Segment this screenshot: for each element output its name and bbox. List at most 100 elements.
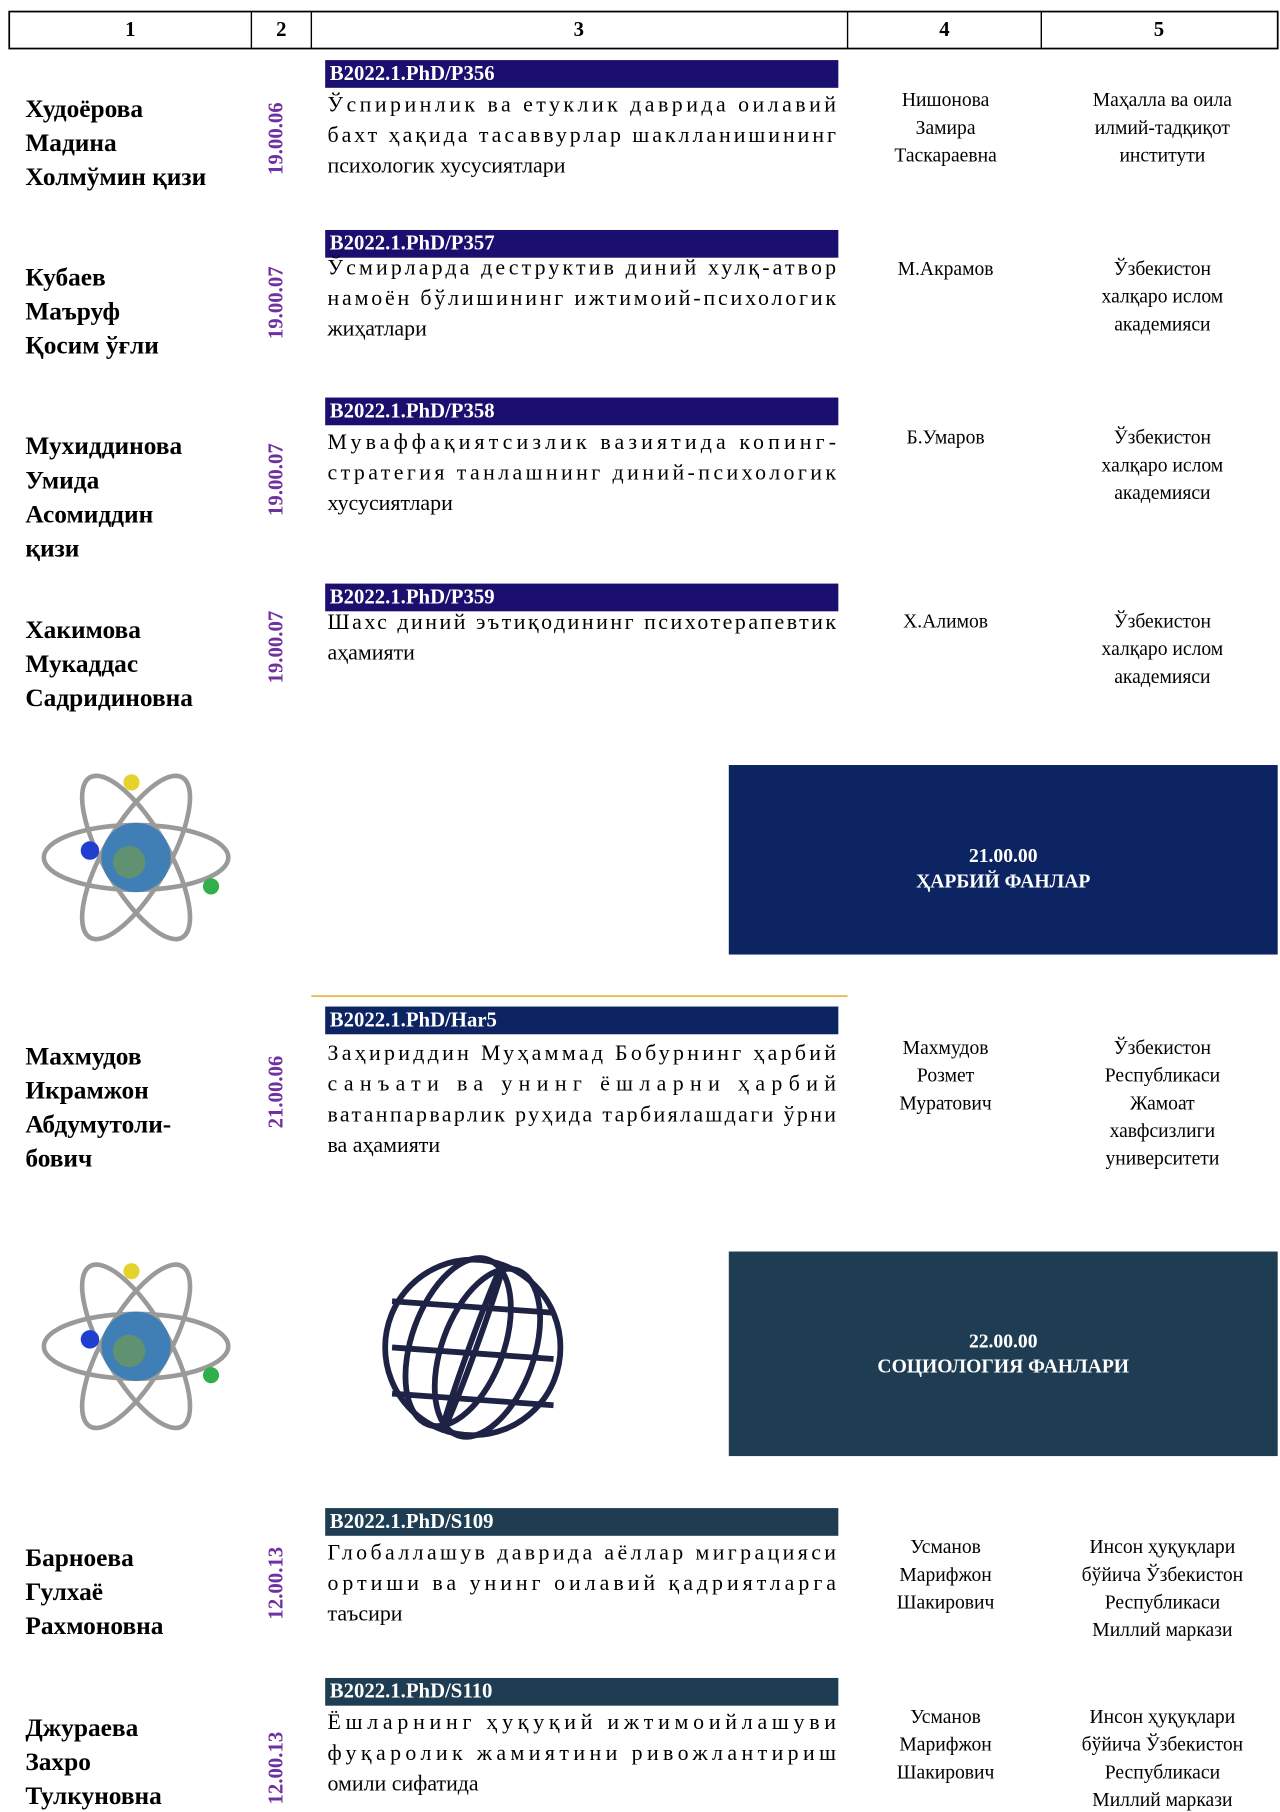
land [113,1334,146,1368]
electron [202,878,220,895]
author-name: Маъруф [25,298,120,326]
author-name: Хакимова [25,616,141,644]
institution: академияси [1114,483,1211,504]
column-header: 3 [574,18,584,41]
author-name: Мухиддинова [25,432,182,460]
specialty-code: 19.00.07 [265,266,288,339]
institution: Ўзбекистон [1114,610,1212,632]
thesis-title: Ўспиринлик ва етуклик даврида оилавий [327,91,836,116]
thesis-title: санъати ва унинг ёшларни ҳарбий [327,1071,836,1096]
author-name: Барноева [25,1544,134,1572]
reg-number: B2022.1.PhD/S110 [330,1680,493,1703]
reg-bar [325,583,839,612]
author-name: Умида [25,466,99,494]
header-dividers [250,11,1042,49]
thesis-title: Заҳириддин Муҳаммад Бобурнинг ҳарбий [327,1040,836,1065]
institution: халқаро ислом [1102,639,1224,660]
author-name: Гулхаё [25,1578,103,1606]
institution: илмий-тадқиқот [1095,118,1231,139]
thesis-title: Ёшларнинг ҳуқуқий ижтимоийлашуви [327,1709,836,1734]
electron [123,774,140,791]
advisor: Муратович [899,1093,992,1114]
specialty-code: 19.00.07 [265,611,288,684]
electron [80,1330,100,1349]
section-title: ҲАРБИЙ ФАНЛАР [916,870,1090,892]
advisor: Нишонова [902,90,990,111]
author-name: Икрамжон [25,1076,148,1104]
institution: хавфсизлиги [1110,1121,1216,1142]
thesis-title: ватанпарварлик руҳида тарбиялашдаги ўрни [327,1101,836,1126]
thesis-title: психологик хусусиятлари [327,153,565,178]
institution: Жамоат [1130,1093,1195,1114]
author-name: Холмўмин қизи [25,163,206,191]
institution: университети [1105,1149,1219,1170]
institution: Миллий маркази [1092,1790,1233,1811]
institution: Республикаси [1105,1762,1221,1783]
institution: Маҳалла ва оила [1093,90,1233,111]
institution: халқаро ислом [1102,455,1224,476]
section-code: 21.00.00 [969,846,1038,867]
column-header: 2 [276,18,286,41]
reg-number: B2022.1.PhD/P359 [330,585,495,608]
reg-number: B2022.1.PhD/P356 [330,62,495,85]
advisor: Шакирович [897,1592,995,1613]
institution: бўйича Ўзбекистон [1082,1564,1244,1586]
section-title: СОЦИОЛОГИЯ ФАНЛАРИ [877,1357,1129,1378]
advisor: Марифжон [899,1565,992,1586]
institution: Ўзбекистон [1114,427,1212,449]
author-name: бович [25,1145,92,1173]
author-name: Қосим ўғли [25,332,159,360]
thesis-title: стратегия танлашнинг диний-психологик [327,459,836,484]
institution: Ўзбекистон [1114,1037,1212,1059]
institution: Республикаси [1105,1592,1221,1613]
institution: Инсон ҳуқуқлари [1090,1707,1236,1728]
advisor: Усманов [910,1707,981,1728]
author-name: Рахмоновна [25,1612,163,1640]
advisor: Таскараевна [894,146,997,167]
thesis-title: аҳамияти [327,640,415,665]
advisor: Замира [916,118,976,139]
reg-number: B2022.1.PhD/S109 [330,1510,494,1533]
land [113,845,146,879]
specialty-code: 12.00.13 [265,1547,288,1620]
electron [123,1263,140,1280]
electron [202,1367,220,1384]
specialty-code: 21.00.06 [265,1056,288,1129]
electron [80,841,100,860]
thesis-title: хусусиятлари [327,490,453,515]
thesis-title: намоён бўлишининг ижтимоий-психологик [327,285,836,310]
thesis-title: Муваффақиятсизлик вазиятида копинг- [327,429,836,454]
author-name: Тулкуновна [25,1782,162,1810]
parallel [391,1344,554,1362]
reg-number: B2022.1.PhD/P358 [330,399,495,422]
thesis-title: ортиши ва унинг оилавий қадриятларга [327,1570,836,1595]
author-name: Захро [25,1748,91,1776]
advisor: Х.Алимов [903,611,988,632]
section-code: 22.00.00 [969,1331,1038,1352]
specialty-code: 19.00.07 [265,443,288,516]
institution: академияси [1114,314,1211,335]
advisor: Шакирович [897,1762,995,1783]
column-header: 4 [939,18,949,41]
author-name: Мадина [25,129,117,157]
meridian [439,1262,506,1433]
advisor: Усманов [910,1537,981,1558]
reg-number: B2022.1.PhD/Har5 [330,1008,497,1031]
author-name: қизи [25,534,79,562]
author-name: Асомиддин [25,500,153,528]
institution: халқаро ислом [1102,287,1224,308]
reg-bar [325,397,839,426]
specialty-code: 19.00.06 [265,102,288,175]
thesis-title: Ўсмирларда деструктив диний хулқ-атвор [327,254,836,279]
column-header: 5 [1154,18,1164,41]
reg-bar [325,229,839,258]
parallel [391,1298,554,1316]
globe-icon [382,1255,564,1440]
author-name: Кубаев [25,263,105,291]
institution: Республикаси [1105,1066,1221,1087]
institution: Инсон ҳуқуқлари [1090,1537,1236,1558]
atom-icon [41,773,231,942]
reg-bar [325,1677,839,1706]
advisor: Махмудов [903,1038,989,1059]
